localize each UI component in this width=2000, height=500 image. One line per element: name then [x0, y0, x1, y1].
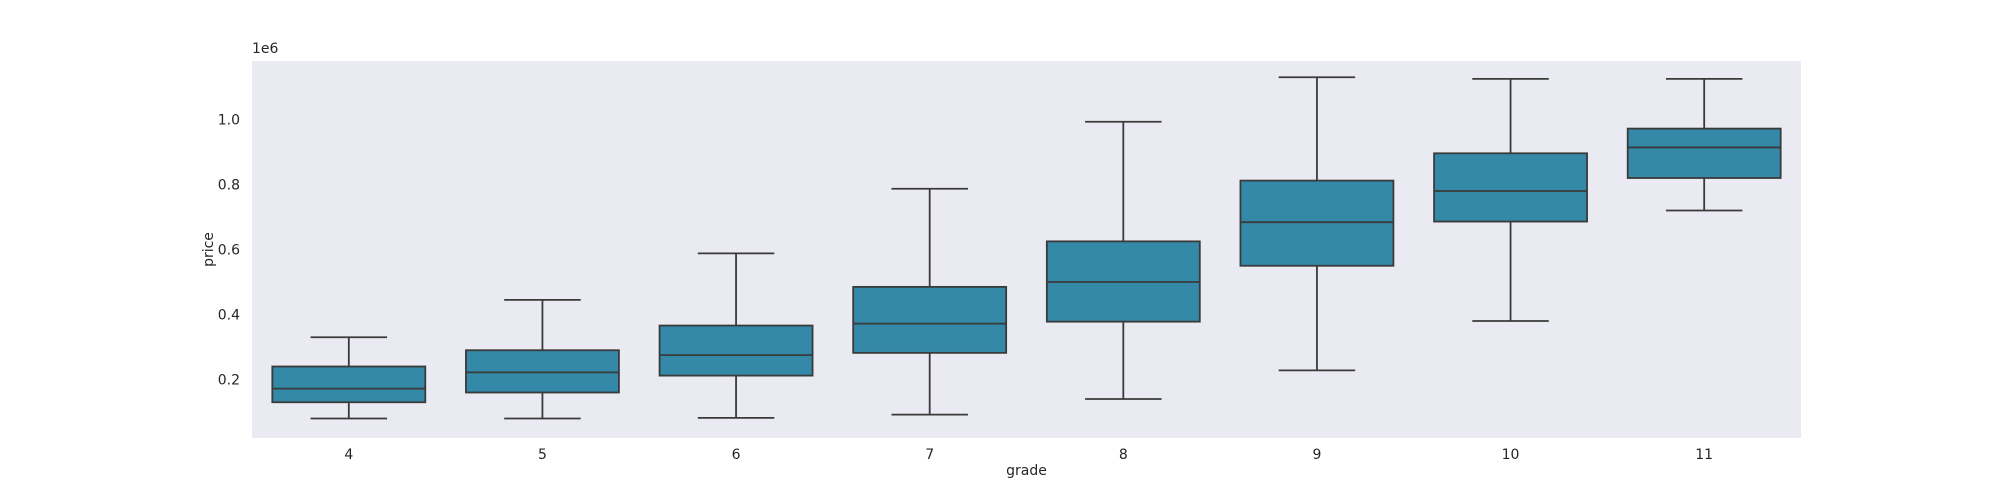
y-tick-label: 0.6: [218, 243, 240, 259]
x-tick-labels: 4 5 6 7 8 9 10 11: [344, 447, 1713, 463]
iqr-box: [658, 324, 814, 377]
iqr-box: [1239, 179, 1395, 267]
box-6: [658, 252, 814, 419]
boxes-layer: [271, 76, 1782, 420]
x-tick-label: 5: [538, 447, 547, 463]
y-tick-label: 0.2: [218, 373, 240, 389]
y-tick-label: 1.0: [218, 113, 240, 129]
x-tick-label: 10: [1502, 447, 1520, 463]
box-7: [852, 187, 1008, 416]
box-10: [1433, 77, 1588, 322]
iqr-box: [1626, 127, 1782, 179]
y-axis-label: price: [201, 232, 217, 267]
box-4: [271, 336, 427, 420]
y-tick-label: 0.4: [218, 308, 240, 324]
iqr-box: [852, 285, 1008, 354]
x-tick-label: 11: [1695, 447, 1713, 463]
x-tick-label: 7: [925, 447, 934, 463]
y-tick-labels: 0.2 0.4 0.6 0.8 1.0: [218, 113, 240, 389]
box-11: [1626, 77, 1782, 212]
iqr-box: [271, 365, 427, 404]
y-tick-label: 0.8: [218, 178, 240, 194]
x-tick-label: 8: [1119, 447, 1128, 463]
x-axis-label: grade: [1006, 463, 1047, 479]
box-8: [1045, 120, 1201, 400]
x-tick-label: 9: [1312, 447, 1321, 463]
x-tick-label: 4: [344, 447, 353, 463]
iqr-box: [1433, 152, 1588, 223]
box-9: [1239, 76, 1395, 372]
iqr-box: [465, 349, 620, 394]
x-tick-label: 6: [732, 447, 741, 463]
box-5: [465, 298, 620, 420]
y-offset-label: 1e6: [252, 41, 279, 57]
